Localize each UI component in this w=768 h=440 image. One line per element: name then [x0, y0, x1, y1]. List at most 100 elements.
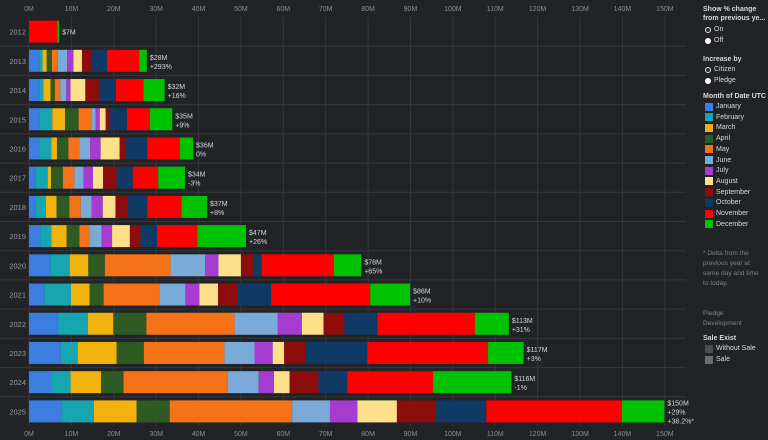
change-label: +29%: [667, 409, 685, 416]
total-label: $86M: [413, 289, 431, 296]
show-change-on-option[interactable]: On: [705, 25, 723, 34]
bar-segment: [344, 312, 378, 335]
bar-segment: [45, 195, 57, 218]
legend-item-april[interactable]: April: [705, 134, 730, 143]
bar-segment: [29, 49, 40, 72]
legend-item-december[interactable]: December: [705, 220, 748, 229]
x-tick-label-bottom: 120M: [529, 431, 547, 438]
bar-segment: [147, 137, 180, 160]
bar-segment: [109, 108, 127, 131]
total-label: $116M: [514, 376, 535, 383]
show-change-off-option[interactable]: Off: [705, 36, 723, 45]
increase-pledge-option[interactable]: Pledge: [705, 76, 736, 85]
filter-panel: Show % change from previous ye... On Off…: [700, 0, 768, 440]
change-label: -1%: [514, 385, 526, 392]
increase-by-title: Increase by: [703, 56, 742, 63]
bar-segment: [106, 49, 140, 72]
bar-segment: [51, 49, 58, 72]
legend-label: August: [716, 177, 738, 185]
swatch-icon: [705, 145, 713, 154]
change-label: +8%: [210, 210, 224, 217]
bar-segment: [91, 108, 96, 131]
bar-segment: [271, 283, 371, 306]
bar-segment: [292, 400, 330, 423]
bar-segment: [29, 195, 36, 218]
bar-segment: [44, 283, 71, 306]
bar-segment: [333, 254, 362, 277]
bar-segment: [79, 225, 91, 248]
x-tick-label-top: 0M: [24, 6, 34, 13]
change-label: +293%: [150, 64, 172, 71]
swatch-icon: [705, 123, 713, 132]
total-label: $150M: [667, 400, 689, 407]
x-tick-label-bottom: 60M: [277, 431, 291, 438]
x-tick-label-bottom: 140M: [614, 431, 632, 438]
x-tick-label-bottom: 110M: [487, 431, 504, 438]
bar-segment: [29, 79, 40, 102]
legend-label: July: [716, 167, 729, 175]
legend-label: October: [716, 199, 741, 207]
x-tick-label-bottom: 90M: [404, 431, 418, 438]
bar-segment: [66, 225, 80, 248]
legend-item-january[interactable]: January: [705, 102, 741, 111]
bar-segment: [54, 79, 61, 102]
change-label: +65%: [364, 268, 382, 275]
swatch-icon: [705, 102, 713, 111]
bar-segment: [377, 312, 475, 335]
radio-selected-icon[interactable]: [705, 37, 711, 44]
bar-segment: [199, 283, 219, 306]
legend-item-october[interactable]: October: [705, 198, 741, 207]
legend-item-july[interactable]: July: [705, 166, 728, 175]
legend-item-june[interactable]: June: [705, 156, 731, 165]
legend-label: Without Sale: [716, 345, 756, 352]
bar-segment: [47, 166, 52, 189]
legend-item-march[interactable]: March: [705, 123, 735, 132]
bar-segment: [157, 225, 198, 248]
total-label: $28M: [150, 55, 168, 62]
legend-item-february[interactable]: February: [705, 113, 744, 122]
change-label: +9%: [175, 122, 189, 129]
bar-segment: [277, 312, 302, 335]
x-tick-label-top: 80M: [361, 6, 375, 13]
bar-segment: [35, 166, 48, 189]
bar-segment: [197, 225, 247, 248]
total-label: $32M: [168, 84, 186, 91]
bar-segment: [621, 400, 665, 423]
legend-label: April: [716, 135, 731, 143]
bar-segment: [218, 283, 238, 306]
x-tick-label-bottom: 10M: [65, 431, 79, 438]
legend-item-august[interactable]: August: [705, 177, 738, 186]
legend-item-september[interactable]: September: [705, 188, 750, 197]
bar-segment: [39, 108, 53, 131]
radio-icon[interactable]: [705, 26, 711, 33]
bar-segment: [116, 341, 144, 364]
bar-segment: [103, 283, 160, 306]
bar-segment: [143, 341, 225, 364]
radio-icon[interactable]: [705, 66, 711, 73]
legend-item-may[interactable]: May: [705, 145, 729, 154]
increase-citizen-option[interactable]: Citizen: [705, 65, 735, 74]
change-label: +3%: [527, 356, 541, 363]
x-tick-label-top: 50M: [234, 6, 248, 13]
legend-item-november[interactable]: November: [705, 209, 748, 218]
bar-segment: [85, 79, 99, 102]
legend-label: Sale: [716, 356, 731, 363]
year-label: 2012: [9, 28, 26, 37]
bar-segment: [99, 108, 106, 131]
total-label: $34M: [188, 172, 206, 179]
bar-segment: [113, 312, 147, 335]
sale-legend-item[interactable]: Sale: [705, 355, 730, 364]
swatch-icon: [705, 355, 713, 364]
bar-segment: [46, 49, 52, 72]
x-tick-label-bottom: 70M: [319, 431, 333, 438]
radio-selected-icon[interactable]: [705, 77, 711, 84]
legend-label: November: [716, 210, 749, 217]
bar-segment: [261, 254, 334, 277]
swatch-icon: [705, 198, 713, 207]
year-label: 2016: [9, 144, 26, 153]
sale-without-legend-item[interactable]: Without Sale: [705, 344, 756, 353]
bar-segment: [56, 137, 69, 160]
bar-segment: [42, 49, 47, 72]
bar-segment: [51, 371, 71, 394]
swatch-icon: [705, 188, 713, 197]
